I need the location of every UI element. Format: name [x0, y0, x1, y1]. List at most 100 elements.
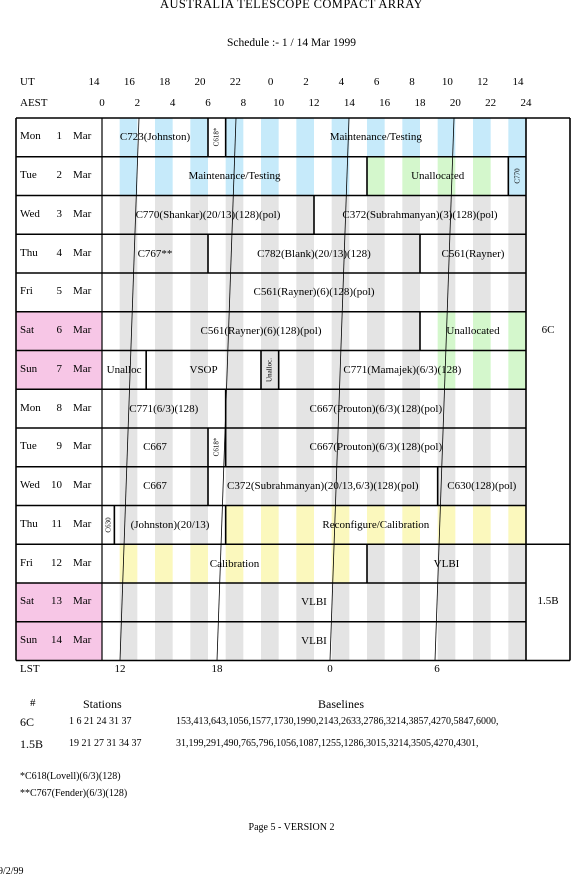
time-band	[402, 621, 420, 661]
ut-tick: 8	[409, 76, 415, 88]
schedule-block: C770	[513, 168, 522, 184]
time-band	[437, 350, 456, 390]
time-band	[473, 156, 491, 196]
time-band	[190, 311, 208, 351]
schedule-block: C630(128)(pol)	[447, 480, 517, 493]
time-band	[119, 311, 138, 351]
time-band	[261, 273, 279, 312]
aest-tick: 8	[240, 97, 247, 109]
time-band	[367, 118, 385, 157]
time-band	[261, 505, 279, 545]
weekend-highlight	[16, 350, 102, 390]
time-band	[402, 311, 420, 351]
ut-tick: 18	[159, 76, 171, 88]
weekend-highlight	[16, 311, 102, 351]
day-num: 14	[51, 634, 62, 647]
time-band	[367, 234, 385, 273]
schedule-block: C767**	[137, 247, 173, 260]
day-num: 12	[51, 556, 62, 569]
time-band	[155, 466, 173, 506]
time-band	[473, 544, 491, 583]
config-label: 6C	[541, 324, 555, 337]
ut-tick: 22	[229, 76, 241, 88]
time-band	[473, 389, 491, 428]
time-band	[437, 466, 456, 506]
time-band	[473, 234, 491, 273]
day-dow: Sun	[20, 634, 38, 647]
time-band	[331, 273, 350, 312]
time-band	[331, 544, 350, 583]
schedule-block: C618*	[212, 438, 221, 457]
time-band	[261, 621, 279, 661]
time-band	[508, 273, 526, 312]
aest-tick: 14	[343, 97, 355, 109]
lst-tick: 12	[114, 663, 126, 675]
time-band	[437, 544, 456, 583]
ut-tick: 14	[512, 76, 524, 88]
time-band	[402, 195, 420, 235]
schedule-block: Unalloc	[106, 363, 142, 376]
time-band	[296, 544, 314, 583]
time-band	[190, 544, 208, 583]
aest-tick: 6	[205, 97, 211, 109]
time-band	[155, 428, 173, 467]
time-band	[508, 583, 526, 622]
time-band	[261, 118, 279, 157]
day-num: 7	[56, 362, 63, 375]
schedule-block: Unallocated	[446, 325, 500, 338]
time-band	[473, 505, 491, 545]
lst-line	[216, 117, 237, 661]
time-band	[225, 621, 244, 661]
time-band	[119, 583, 138, 622]
time-band	[402, 234, 420, 273]
schedule-block: C667	[143, 480, 167, 493]
time-band	[225, 118, 244, 157]
schedule-block: C561(Rayner)(6)(128)(pol)	[253, 286, 375, 299]
time-band	[437, 583, 456, 622]
schedule-block: C667(Prouton)(6/3)(128)(pol)	[309, 402, 443, 415]
day-dow: Sat	[20, 595, 35, 608]
day-dow: Mon	[20, 130, 41, 143]
time-band	[155, 234, 173, 273]
day-num: 8	[56, 401, 63, 414]
day-num: 11	[51, 517, 62, 530]
schedule-block: C667	[143, 441, 167, 454]
time-band	[190, 350, 208, 390]
time-band	[296, 311, 314, 351]
config-id: 6C	[20, 715, 35, 729]
schedule-block: VSOP	[189, 363, 218, 376]
time-band	[508, 428, 526, 467]
time-band	[473, 273, 491, 312]
time-band	[473, 428, 491, 467]
time-band	[261, 544, 279, 583]
time-band	[261, 311, 279, 351]
col-num-header: #	[30, 697, 36, 709]
time-band	[225, 583, 244, 622]
day-mon: Mar	[73, 401, 92, 414]
time-band	[508, 466, 526, 506]
lst-axis-label: LST	[20, 663, 40, 675]
time-band	[190, 273, 208, 312]
schedule-block: (Johnston)(20/13)	[130, 518, 210, 531]
time-band	[155, 505, 173, 545]
schedule-block: C372(Subrahmanyan)(20/13,6/3)(128)(pol)	[227, 480, 419, 493]
time-band	[261, 428, 279, 467]
time-band	[190, 428, 208, 467]
time-band	[367, 466, 385, 506]
day-num: 5	[56, 285, 63, 298]
lst-line	[119, 117, 140, 661]
day-num: 2	[56, 169, 63, 182]
config-stations: 19 21 27 31 34 37	[69, 738, 142, 749]
time-band	[225, 428, 244, 467]
ut-tick: 0	[267, 76, 274, 88]
time-band	[261, 195, 279, 235]
time-band	[225, 544, 244, 583]
day-num: 1	[56, 130, 63, 143]
time-band	[296, 273, 314, 312]
time-band	[473, 118, 491, 157]
time-band	[296, 195, 314, 235]
day-num: 10	[51, 479, 62, 492]
schedule-block: VLBI	[433, 557, 460, 570]
day-mon: Mar	[73, 246, 92, 259]
